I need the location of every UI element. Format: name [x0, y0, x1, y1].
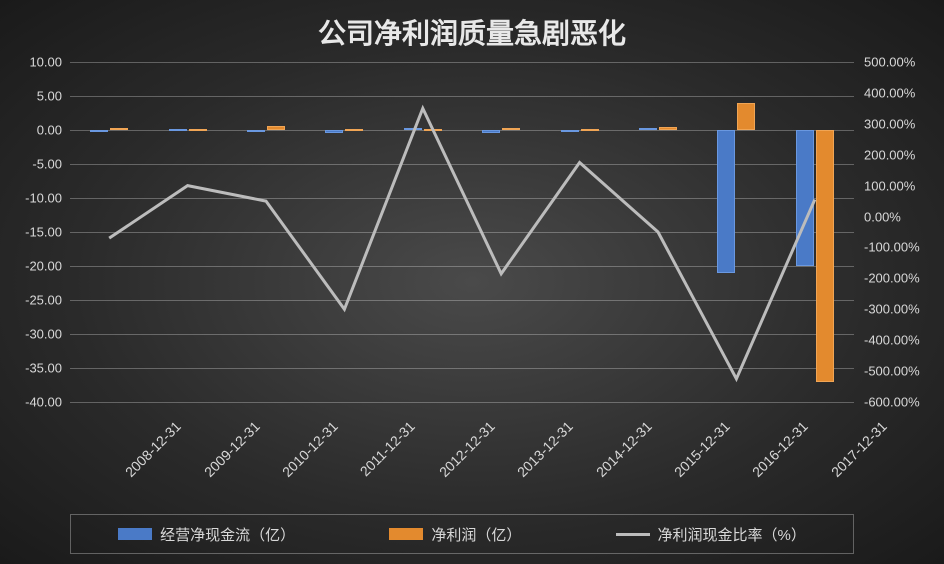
gridline — [70, 402, 854, 403]
x-tick-label: 2017-12-31 — [828, 418, 890, 480]
y-left-tick: 10.00 — [0, 55, 62, 70]
plot-area — [70, 62, 854, 402]
x-tick-label: 2009-12-31 — [201, 418, 263, 480]
y-left-tick: -20.00 — [0, 259, 62, 274]
y-axis-left: -40.00-35.00-30.00-25.00-20.00-15.00-10.… — [0, 62, 66, 402]
legend-label: 净利润（亿） — [431, 524, 521, 545]
y-axis-right: -600.00%-500.00%-400.00%-300.00%-200.00%… — [858, 62, 944, 402]
y-right-tick: 400.00% — [864, 85, 944, 100]
y-right-tick: -400.00% — [864, 333, 944, 348]
x-tick-label: 2010-12-31 — [279, 418, 341, 480]
legend-label: 净利润现金比率（%） — [658, 524, 806, 545]
x-tick-label: 2012-12-31 — [436, 418, 498, 480]
y-right-tick: -500.00% — [864, 364, 944, 379]
legend-item: 净利润现金比率（%） — [616, 524, 806, 545]
y-left-tick: -40.00 — [0, 395, 62, 410]
x-tick-label: 2014-12-31 — [593, 418, 655, 480]
x-tick-label: 2011-12-31 — [357, 418, 418, 479]
legend-swatch-line — [616, 533, 650, 536]
y-left-tick: -35.00 — [0, 361, 62, 376]
x-axis-labels: 2008-12-31 2009-12-31 2010-12-31 2011-12-31… — [70, 410, 854, 500]
legend: 经营净现金流（亿） 净利润（亿） 净利润现金比率（%） — [70, 514, 854, 554]
y-right-tick: 0.00% — [864, 209, 944, 224]
y-right-tick: -200.00% — [864, 271, 944, 286]
line-layer — [70, 62, 854, 402]
x-tick-label: 2016-12-31 — [749, 418, 811, 480]
y-left-tick: 0.00 — [0, 123, 62, 138]
y-left-tick: -25.00 — [0, 293, 62, 308]
legend-swatch-bar — [389, 528, 423, 540]
y-left-tick: -5.00 — [0, 157, 62, 172]
chart-title: 公司净利润质量急剧恶化 — [0, 12, 944, 52]
y-left-tick: -15.00 — [0, 225, 62, 240]
x-tick-label: 2015-12-31 — [671, 418, 733, 480]
y-right-tick: -600.00% — [864, 395, 944, 410]
legend-item: 经营净现金流（亿） — [118, 524, 295, 545]
y-right-tick: 100.00% — [864, 178, 944, 193]
ratio-line — [109, 108, 815, 378]
y-right-tick: 500.00% — [864, 55, 944, 70]
legend-label: 经营净现金流（亿） — [160, 524, 295, 545]
legend-item: 净利润（亿） — [389, 524, 521, 545]
y-right-tick: 200.00% — [864, 147, 944, 162]
y-left-tick: -10.00 — [0, 191, 62, 206]
x-tick-label: 2013-12-31 — [514, 418, 576, 480]
y-left-tick: -30.00 — [0, 327, 62, 342]
x-tick-label: 2008-12-31 — [122, 418, 184, 480]
y-right-tick: -300.00% — [864, 302, 944, 317]
y-left-tick: 5.00 — [0, 89, 62, 104]
y-right-tick: -100.00% — [864, 240, 944, 255]
y-right-tick: 300.00% — [864, 116, 944, 131]
legend-swatch-bar — [118, 528, 152, 540]
